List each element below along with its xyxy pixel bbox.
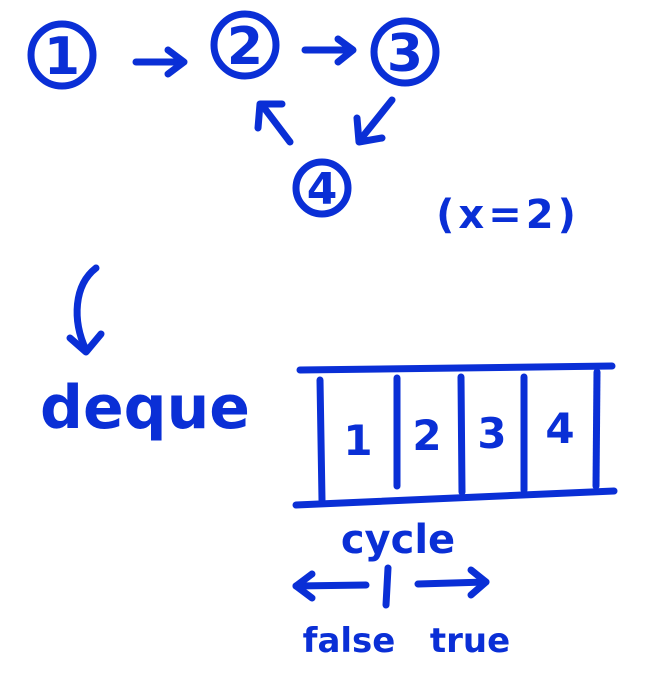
condition-label: (x=2) (436, 192, 580, 238)
deque-cell-4: 4 (545, 404, 574, 453)
edge-4-to-2 (254, 100, 294, 146)
cycle-divider (382, 564, 392, 609)
left-arrow-icon (292, 570, 370, 602)
right-arrow-icon (414, 566, 490, 599)
deque-cell-1: 1 (343, 416, 372, 465)
deque-cell-2: 2 (412, 411, 441, 460)
node-1-label: 1 (44, 27, 80, 87)
edge-2-to-3 (301, 35, 357, 66)
deque-cell-3: 3 (477, 409, 506, 458)
false-label: false (303, 621, 396, 661)
node-2: 2 (210, 10, 280, 80)
true-label: true (430, 621, 510, 661)
deque-label: deque (40, 373, 250, 443)
node-2-label: 2 (227, 17, 263, 77)
node-4: 4 (292, 158, 352, 218)
node-3-label: 3 (387, 24, 423, 84)
node-3: 3 (370, 17, 440, 87)
edge-3-to-4 (353, 96, 396, 146)
edge-1-to-2 (132, 46, 188, 78)
node-1: 1 (27, 20, 97, 90)
deque-box (292, 362, 618, 509)
node-4-label: 4 (307, 164, 338, 215)
cycle-label: cycle (341, 517, 455, 563)
curved-down-arrow-icon (66, 264, 105, 356)
